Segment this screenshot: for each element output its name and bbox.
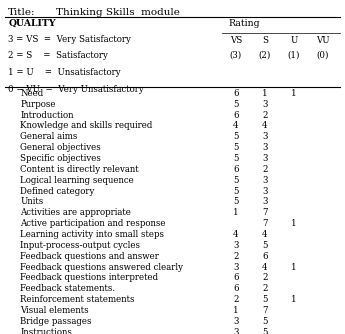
Text: 4: 4 [233, 230, 238, 239]
Text: 1: 1 [291, 295, 297, 304]
Text: 2: 2 [233, 252, 238, 261]
Text: Content is directly relevant: Content is directly relevant [20, 165, 139, 174]
Text: 5: 5 [262, 241, 268, 250]
Text: Rating: Rating [229, 19, 260, 28]
Text: 1 = U    =  Unsatisfactory: 1 = U = Unsatisfactory [8, 68, 121, 77]
Text: 6: 6 [233, 111, 238, 120]
Text: VU: VU [316, 36, 330, 45]
Text: (2): (2) [259, 50, 271, 59]
Text: Introduction: Introduction [20, 111, 74, 120]
Text: 5: 5 [262, 317, 268, 326]
Text: Defined category: Defined category [20, 186, 95, 195]
Text: Instructions: Instructions [20, 328, 72, 334]
Text: Reinforcement statements: Reinforcement statements [20, 295, 135, 304]
Text: QUALITY: QUALITY [8, 19, 56, 28]
Text: 6: 6 [233, 273, 238, 282]
Text: 5: 5 [262, 328, 268, 334]
Text: Need: Need [20, 89, 43, 98]
Text: 6: 6 [233, 284, 238, 293]
Text: U: U [290, 36, 298, 45]
Text: Feedback statements.: Feedback statements. [20, 284, 115, 293]
Text: 3: 3 [233, 317, 238, 326]
Text: Learning activity into small steps: Learning activity into small steps [20, 230, 164, 239]
Text: 0 = VU  =  Very Unsatisfactory: 0 = VU = Very Unsatisfactory [8, 85, 144, 94]
Text: S: S [262, 36, 268, 45]
Text: 1: 1 [233, 208, 239, 217]
Text: (1): (1) [288, 50, 300, 59]
Text: 2 = S    =  Satisfactory: 2 = S = Satisfactory [8, 51, 108, 60]
Text: Specific objectives: Specific objectives [20, 154, 101, 163]
Text: 3: 3 [233, 241, 238, 250]
Text: 5: 5 [233, 197, 238, 206]
Text: 3: 3 [262, 186, 268, 195]
Text: 3: 3 [262, 197, 268, 206]
Text: 3: 3 [262, 100, 268, 109]
Text: General aims: General aims [20, 132, 78, 141]
Text: 3: 3 [262, 143, 268, 152]
Text: 7: 7 [262, 219, 268, 228]
Text: 2: 2 [262, 165, 268, 174]
Text: 3: 3 [262, 154, 268, 163]
Text: 7: 7 [262, 208, 268, 217]
Text: Purpose: Purpose [20, 100, 56, 109]
Text: 5: 5 [233, 154, 238, 163]
Text: Bridge passages: Bridge passages [20, 317, 92, 326]
Text: 1: 1 [233, 306, 239, 315]
Text: 5: 5 [233, 186, 238, 195]
Text: 4: 4 [262, 121, 268, 130]
Text: VS: VS [230, 36, 242, 45]
Text: Input-process-output cycles: Input-process-output cycles [20, 241, 140, 250]
Text: 7: 7 [262, 306, 268, 315]
Text: 5: 5 [233, 176, 238, 185]
Text: 1: 1 [291, 263, 297, 272]
Text: 5: 5 [262, 295, 268, 304]
Text: 4: 4 [262, 263, 268, 272]
Text: 3: 3 [262, 176, 268, 185]
Text: Logical learning sequence: Logical learning sequence [20, 176, 134, 185]
Text: 5: 5 [233, 143, 238, 152]
Text: 3: 3 [233, 263, 238, 272]
Text: 4: 4 [262, 230, 268, 239]
Text: 4: 4 [233, 121, 238, 130]
Text: 3: 3 [262, 132, 268, 141]
Text: 6: 6 [233, 165, 238, 174]
Text: Visual elements: Visual elements [20, 306, 89, 315]
Text: Feedback questions and answer: Feedback questions and answer [20, 252, 159, 261]
Text: Feedback questions answered clearly: Feedback questions answered clearly [20, 263, 183, 272]
Text: Title:: Title: [8, 8, 36, 17]
Text: General objectives: General objectives [20, 143, 101, 152]
Text: 1: 1 [262, 89, 268, 98]
Text: 2: 2 [262, 111, 268, 120]
Text: 1: 1 [291, 89, 297, 98]
Text: (0): (0) [317, 50, 329, 59]
Text: Thinking Skills  module: Thinking Skills module [56, 8, 180, 17]
Text: 5: 5 [233, 100, 238, 109]
Text: 2: 2 [262, 284, 268, 293]
Text: Knowledge and skills required: Knowledge and skills required [20, 121, 152, 130]
Text: 2: 2 [262, 273, 268, 282]
Text: 6: 6 [233, 89, 238, 98]
Text: 2: 2 [233, 295, 238, 304]
Text: Active participation and response: Active participation and response [20, 219, 166, 228]
Text: 6: 6 [262, 252, 268, 261]
Text: 1: 1 [291, 219, 297, 228]
Text: Feedback questions interpreted: Feedback questions interpreted [20, 273, 158, 282]
Text: 5: 5 [233, 132, 238, 141]
Text: 3 = VS  =  Very Satisfactory: 3 = VS = Very Satisfactory [8, 35, 131, 44]
Text: Activities are appropriate: Activities are appropriate [20, 208, 131, 217]
Text: 3: 3 [233, 328, 238, 334]
Text: (3): (3) [230, 50, 242, 59]
Text: Units: Units [20, 197, 43, 206]
